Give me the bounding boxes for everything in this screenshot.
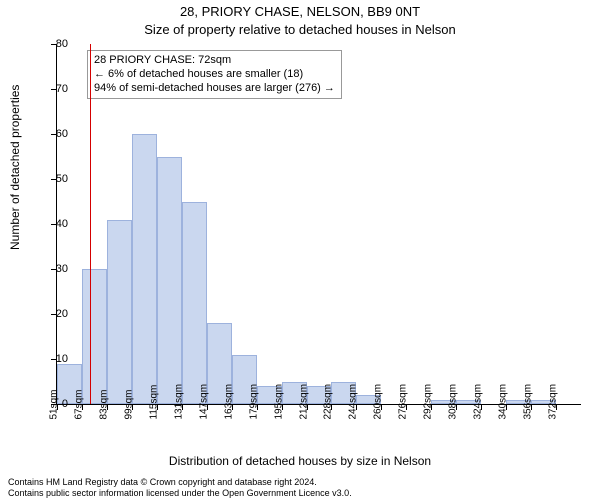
chart-title: 28, PRIORY CHASE, NELSON, BB9 0NT [0,4,600,19]
histogram-bar [107,220,132,405]
annotation-box: 28 PRIORY CHASE: 72sqm ← 6% of detached … [87,50,342,99]
histogram-bar [132,134,157,404]
histogram-bar [82,269,107,404]
y-tick-label: 50 [28,173,68,185]
y-tick-label: 70 [28,83,68,95]
annotation-line-3: 94% of semi-detached houses are larger (… [94,82,335,96]
footer-text: Contains HM Land Registry data © Crown c… [8,477,592,500]
y-tick-label: 20 [28,308,68,320]
y-tick-label: 80 [28,38,68,50]
y-tick-label: 30 [28,263,68,275]
chart-container: 28, PRIORY CHASE, NELSON, BB9 0NT Size o… [0,0,600,500]
plot-area: 28 PRIORY CHASE: 72sqm ← 6% of detached … [56,44,581,405]
annotation-line-1: 28 PRIORY CHASE: 72sqm [94,54,335,68]
y-tick-label: 40 [28,218,68,230]
reference-line [90,44,91,404]
x-axis-label: Distribution of detached houses by size … [0,454,600,468]
y-axis-label: Number of detached properties [8,85,22,250]
annotation-line-2: ← 6% of detached houses are smaller (18) [94,68,335,82]
histogram-bar [157,157,182,405]
chart-subtitle: Size of property relative to detached ho… [0,22,600,37]
y-tick-label: 60 [28,128,68,140]
y-tick-label: 10 [28,353,68,365]
footer-line-1: Contains HM Land Registry data © Crown c… [8,477,592,488]
histogram-bar [182,202,207,405]
footer-line-2: Contains public sector information licen… [8,488,592,499]
